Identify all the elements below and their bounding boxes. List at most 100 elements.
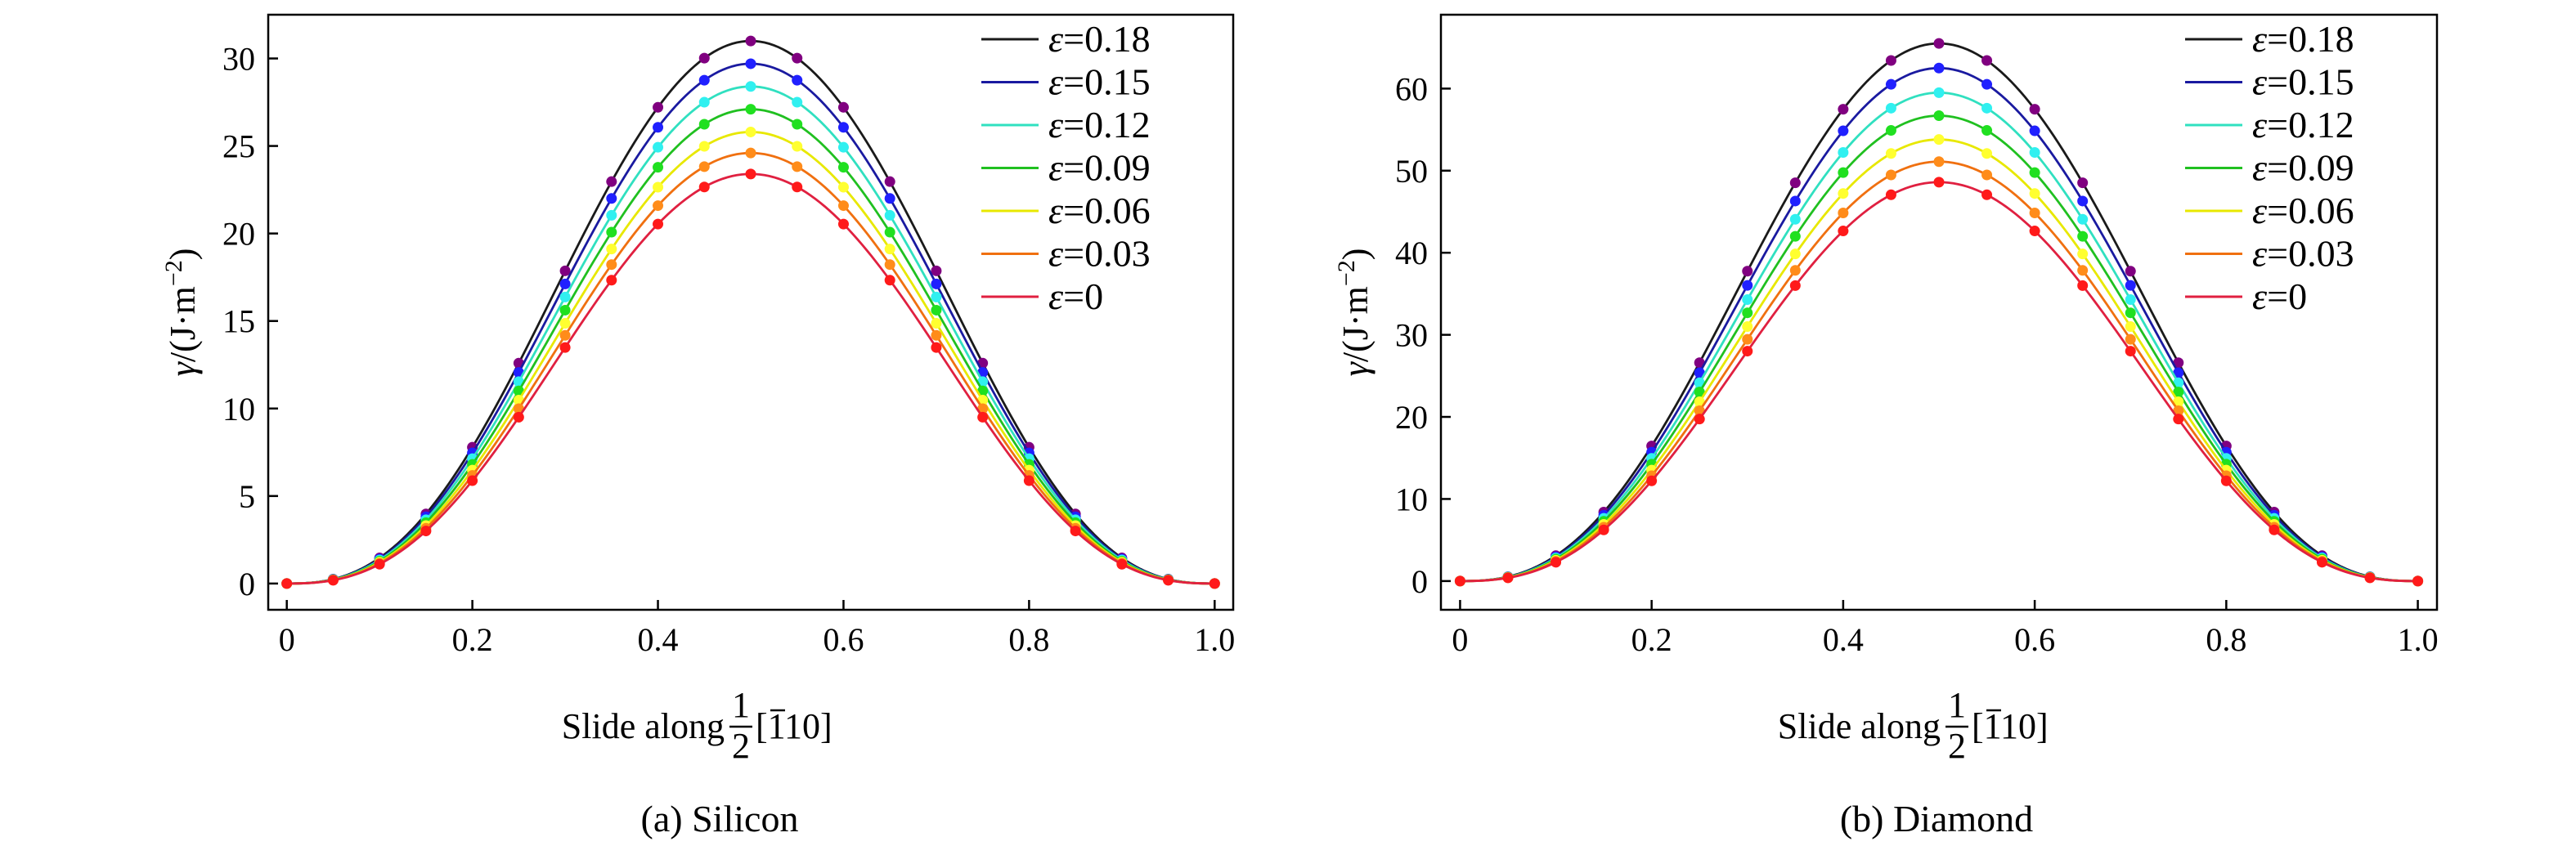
data-point bbox=[1551, 557, 1562, 568]
series-0-09 bbox=[281, 104, 1220, 589]
y-axis-label: γ/(J·m−2) bbox=[1333, 248, 1376, 377]
legend-symbol: ε bbox=[1048, 18, 1064, 60]
data-point bbox=[1885, 78, 1896, 90]
data-point bbox=[1502, 572, 1514, 584]
data-point bbox=[931, 291, 942, 302]
legend-value: =0.09 bbox=[2267, 147, 2354, 189]
data-point bbox=[559, 329, 571, 341]
data-point bbox=[2029, 226, 2040, 237]
y-label-gamma: γ bbox=[1335, 360, 1376, 376]
x-tick-label: 1.0 bbox=[1194, 621, 1235, 658]
data-point bbox=[1742, 333, 1753, 345]
data-point bbox=[1598, 524, 1609, 535]
legend-symbol: ε bbox=[1048, 275, 1064, 317]
legend-symbol: ε bbox=[1048, 233, 1064, 275]
data-point bbox=[884, 226, 895, 238]
data-point bbox=[2173, 414, 2184, 425]
x-tick-label: 0.8 bbox=[2206, 621, 2246, 658]
data-point bbox=[792, 161, 803, 172]
data-point bbox=[745, 104, 756, 115]
data-point bbox=[2269, 524, 2280, 535]
data-point bbox=[2077, 265, 2089, 276]
legend-symbol: ε bbox=[2252, 275, 2268, 317]
x-label-bracket: [ bbox=[1972, 706, 1984, 746]
data-point bbox=[1742, 320, 1753, 332]
data-point bbox=[2173, 377, 2184, 388]
data-point bbox=[837, 141, 849, 153]
legend-value: =0 bbox=[1063, 275, 1103, 317]
data-point bbox=[1981, 102, 1993, 114]
data-point bbox=[1981, 125, 1993, 137]
data-point bbox=[2077, 213, 2089, 225]
data-point bbox=[1694, 414, 1705, 425]
legend-symbol: ε bbox=[2252, 18, 2268, 60]
data-point bbox=[1933, 110, 1945, 122]
data-point bbox=[1789, 265, 1801, 276]
data-point bbox=[1838, 104, 1849, 115]
legend-value: =0.15 bbox=[1063, 61, 1150, 103]
data-point bbox=[884, 244, 895, 255]
data-point bbox=[698, 141, 710, 152]
data-point bbox=[2173, 405, 2184, 416]
data-point bbox=[2029, 167, 2040, 178]
data-point bbox=[653, 181, 664, 193]
x-tick-label: 0 bbox=[1452, 621, 1468, 658]
y-tick-label: 25 bbox=[222, 128, 255, 165]
x-tick-label: 0.4 bbox=[638, 621, 679, 658]
x-label-miller-index: [110] bbox=[1972, 706, 2049, 746]
data-point bbox=[792, 141, 803, 152]
data-point bbox=[2077, 280, 2089, 291]
data-point bbox=[1981, 55, 1993, 66]
data-point bbox=[606, 209, 617, 221]
legend-value: =0.12 bbox=[2267, 104, 2354, 145]
data-point bbox=[931, 329, 942, 341]
panel-caption: (b) Diamond bbox=[1840, 798, 2033, 839]
data-point bbox=[2125, 307, 2136, 319]
legend-value: =0.09 bbox=[1063, 147, 1150, 189]
data-point bbox=[698, 181, 710, 193]
data-point bbox=[792, 181, 803, 193]
legend-value: =0.15 bbox=[2267, 61, 2354, 103]
x-label-miller-index: [110] bbox=[756, 706, 832, 746]
legend-value: =0.12 bbox=[1063, 104, 1150, 145]
data-point bbox=[1885, 169, 1896, 181]
legend-value: =0.03 bbox=[1063, 233, 1150, 275]
plot-frame bbox=[1439, 13, 2439, 611]
data-point bbox=[2029, 104, 2040, 115]
data-point bbox=[977, 411, 989, 423]
legend-entry: ε=0.09 bbox=[2252, 147, 2354, 189]
legend-value: =0.06 bbox=[1063, 190, 1150, 231]
data-point bbox=[2412, 575, 2424, 587]
legend-entry: ε=0.03 bbox=[1048, 233, 1151, 275]
y-tick-label: 0 bbox=[239, 566, 255, 602]
data-point bbox=[1789, 213, 1801, 225]
x-label-bar-digit: 1 bbox=[768, 706, 784, 746]
data-point bbox=[1694, 377, 1705, 388]
y-tick-label: 0 bbox=[1411, 563, 1428, 600]
data-point bbox=[931, 317, 942, 329]
y-tick-label: 20 bbox=[222, 216, 255, 253]
data-point bbox=[931, 265, 942, 276]
data-point bbox=[884, 259, 895, 271]
data-point bbox=[1742, 294, 1753, 306]
data-point bbox=[653, 122, 664, 133]
data-point bbox=[1116, 558, 1128, 570]
y-tick-label: 60 bbox=[1395, 70, 1428, 107]
data-point bbox=[1070, 526, 1081, 537]
legend-symbol: ε bbox=[1048, 147, 1064, 189]
data-point bbox=[792, 74, 803, 86]
y-tick-label: 10 bbox=[222, 391, 255, 428]
data-point bbox=[2125, 333, 2136, 345]
data-point bbox=[606, 244, 617, 255]
data-point bbox=[1885, 55, 1896, 66]
data-point bbox=[837, 122, 849, 133]
data-point bbox=[2173, 357, 2184, 369]
data-point bbox=[1838, 167, 1849, 178]
legend-symbol: ε bbox=[2252, 61, 2268, 103]
x-tick-label: 0.6 bbox=[2014, 621, 2055, 658]
data-point bbox=[698, 161, 710, 172]
series-0 bbox=[1454, 177, 2424, 587]
data-point bbox=[1981, 78, 1993, 90]
